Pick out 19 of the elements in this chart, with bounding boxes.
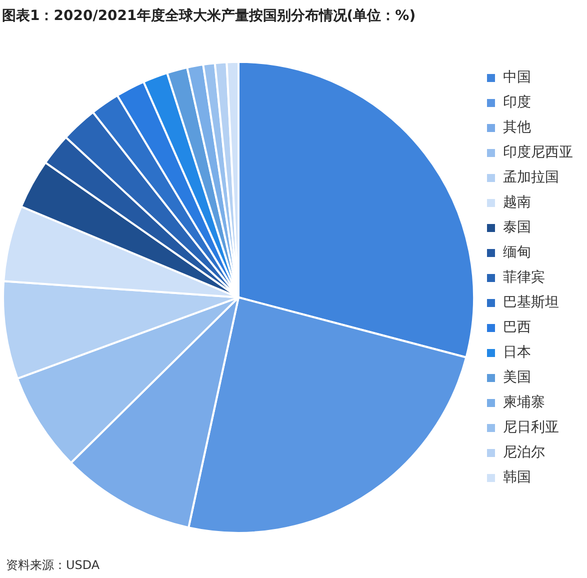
legend-label: 孟加拉国: [503, 170, 559, 186]
legend-label: 尼日利亚: [503, 420, 559, 436]
legend-label: 中国: [503, 70, 531, 86]
legend-label: 其他: [503, 120, 531, 136]
legend-label: 越南: [503, 194, 531, 211]
legend-label: 韩国: [503, 470, 531, 486]
legend-label: 泰国: [503, 220, 531, 236]
text: 资料来源：USDA: [6, 558, 100, 572]
chart-title: 图表1：2020/2021年度全球大米产量按国别分布情况(单位：%): [2, 7, 416, 24]
legend-label: 印度尼西亚: [503, 144, 573, 161]
legend-label: 尼泊尔: [503, 444, 545, 461]
legend-label: 美国: [503, 370, 531, 386]
legend-label: 巴基斯坦: [503, 294, 559, 311]
legend-label: 缅甸: [503, 244, 531, 261]
legend-label: 柬埔寨: [503, 394, 545, 411]
legend-label: 日本: [503, 344, 531, 361]
legend-label: 菲律宾: [503, 270, 545, 286]
legend-label: 巴西: [503, 320, 531, 336]
legend-label: 印度: [503, 94, 531, 111]
